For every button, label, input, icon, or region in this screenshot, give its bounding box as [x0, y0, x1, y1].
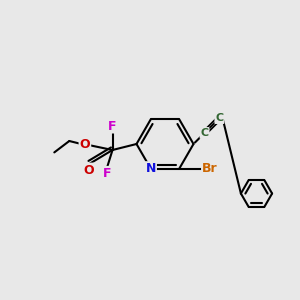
Text: O: O	[80, 137, 90, 151]
Text: N: N	[146, 162, 156, 175]
Text: F: F	[108, 119, 117, 133]
Text: C: C	[215, 113, 223, 123]
Text: Br: Br	[202, 162, 218, 175]
Text: O: O	[83, 164, 94, 177]
Text: F: F	[103, 167, 111, 180]
Text: C: C	[200, 128, 208, 138]
